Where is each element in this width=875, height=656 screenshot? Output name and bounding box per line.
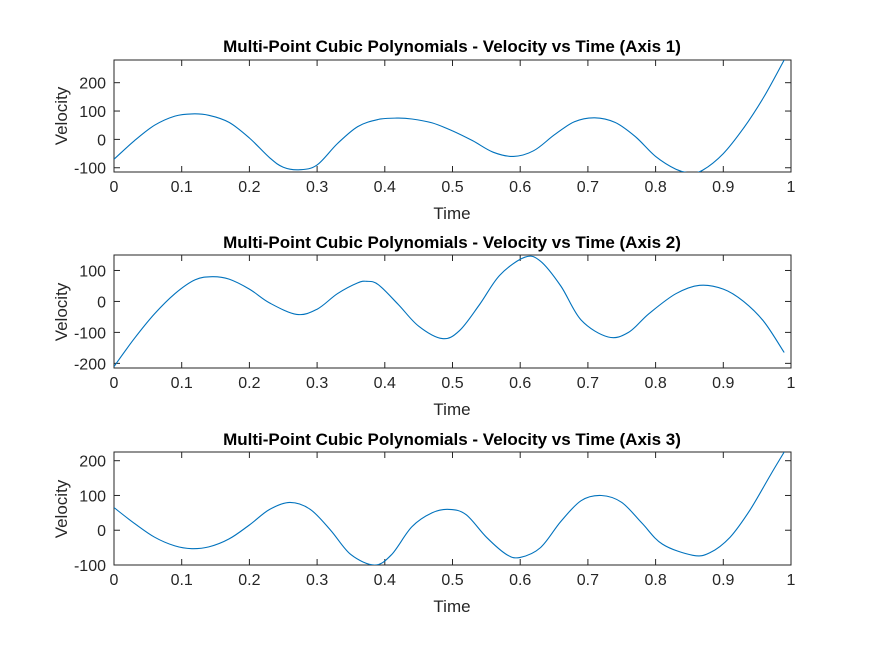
plot-area-axis-2 xyxy=(113,254,792,369)
x-tick-label-axis-3: 0.8 xyxy=(644,572,666,589)
x-tick-label-axis-1: 0 xyxy=(110,179,119,196)
x-tick-label-axis-3: 1 xyxy=(787,572,796,589)
x-tick-label-axis-3: 0.5 xyxy=(441,572,463,589)
x-tick-label-axis-3: 0.7 xyxy=(577,572,599,589)
y-tick-label-axis-2: -200 xyxy=(74,356,106,373)
y-tick-label-axis-3: -100 xyxy=(74,558,106,575)
y-tick-label-axis-1: 200 xyxy=(79,76,106,93)
y-axis-label-axis-2: Velocity xyxy=(52,282,71,341)
x-axis-label-axis-1: Time xyxy=(433,204,470,223)
x-tick-label-axis-1: 0.7 xyxy=(577,179,599,196)
velocity-line-axis-1 xyxy=(114,60,785,172)
chart-title-axis-3: Multi-Point Cubic Polynomials - Velocity… xyxy=(223,430,681,449)
x-tick-label-axis-1: 0.3 xyxy=(306,179,328,196)
x-tick-label-axis-2: 0.4 xyxy=(374,375,396,392)
y-tick-label-axis-1: 0 xyxy=(97,132,106,149)
y-tick-label-axis-2: 0 xyxy=(97,294,106,311)
x-tick-label-axis-2: 0.5 xyxy=(441,375,463,392)
x-tick-label-axis-2: 1 xyxy=(787,375,796,392)
y-tick-label-axis-1: 100 xyxy=(79,104,106,121)
y-tick-label-axis-2: 100 xyxy=(79,263,106,280)
x-tick-label-axis-2: 0.1 xyxy=(171,375,193,392)
x-tick-label-axis-1: 0.5 xyxy=(441,179,463,196)
subplot-axis-2: Multi-Point Cubic Polynomials - Velocity… xyxy=(52,233,796,419)
y-tick-label-axis-1: -100 xyxy=(74,161,106,178)
plot-area-axis-3 xyxy=(113,451,792,566)
x-tick-label-axis-2: 0.6 xyxy=(509,375,531,392)
y-tick-label-axis-3: 100 xyxy=(79,488,106,505)
x-tick-label-axis-3: 0.1 xyxy=(171,572,193,589)
velocity-line-axis-3 xyxy=(114,452,785,565)
x-tick-label-axis-2: 0.7 xyxy=(577,375,599,392)
y-tick-label-axis-3: 0 xyxy=(97,523,106,540)
x-axis-label-axis-3: Time xyxy=(433,597,470,616)
chart-title-axis-2: Multi-Point Cubic Polynomials - Velocity… xyxy=(223,233,681,252)
x-tick-label-axis-3: 0.4 xyxy=(374,572,396,589)
x-tick-label-axis-3: 0.2 xyxy=(238,572,260,589)
subplot-axis-3: Multi-Point Cubic Polynomials - Velocity… xyxy=(52,430,796,616)
x-axis-label-axis-2: Time xyxy=(433,400,470,419)
x-tick-label-axis-1: 0.4 xyxy=(374,179,396,196)
plot-area-axis-1 xyxy=(113,59,792,173)
x-tick-label-axis-3: 0.9 xyxy=(712,572,734,589)
x-tick-label-axis-2: 0.3 xyxy=(306,375,328,392)
x-tick-label-axis-1: 0.9 xyxy=(712,179,734,196)
y-tick-label-axis-3: 200 xyxy=(79,454,106,471)
x-tick-label-axis-3: 0.3 xyxy=(306,572,328,589)
x-tick-label-axis-2: 0.8 xyxy=(644,375,666,392)
velocity-line-axis-2 xyxy=(114,255,785,367)
x-tick-label-axis-1: 0.1 xyxy=(171,179,193,196)
x-tick-label-axis-2: 0 xyxy=(110,375,119,392)
x-tick-label-axis-2: 0.9 xyxy=(712,375,734,392)
subplot-axis-1: Multi-Point Cubic Polynomials - Velocity… xyxy=(52,37,796,223)
x-tick-label-axis-2: 0.2 xyxy=(238,375,260,392)
x-tick-label-axis-1: 0.6 xyxy=(509,179,531,196)
x-tick-label-axis-3: 0 xyxy=(110,572,119,589)
x-tick-label-axis-1: 0.8 xyxy=(644,179,666,196)
ticks-axis-2: 0 0.1 0.2 0.3 0.4 0.5 0.6 0.7 0.8 0.9 1 -200 -100 0 10… xyxy=(74,255,796,392)
y-axis-label-axis-3: Velocity xyxy=(52,479,71,538)
x-tick-label-axis-1: 1 xyxy=(787,179,796,196)
chart-title-axis-1: Multi-Point Cubic Polynomials - Velocity… xyxy=(223,37,681,56)
y-tick-label-axis-2: -100 xyxy=(74,325,106,342)
x-tick-label-axis-1: 0.2 xyxy=(238,179,260,196)
x-tick-label-axis-3: 0.6 xyxy=(509,572,531,589)
y-axis-label-axis-1: Velocity xyxy=(52,86,71,145)
